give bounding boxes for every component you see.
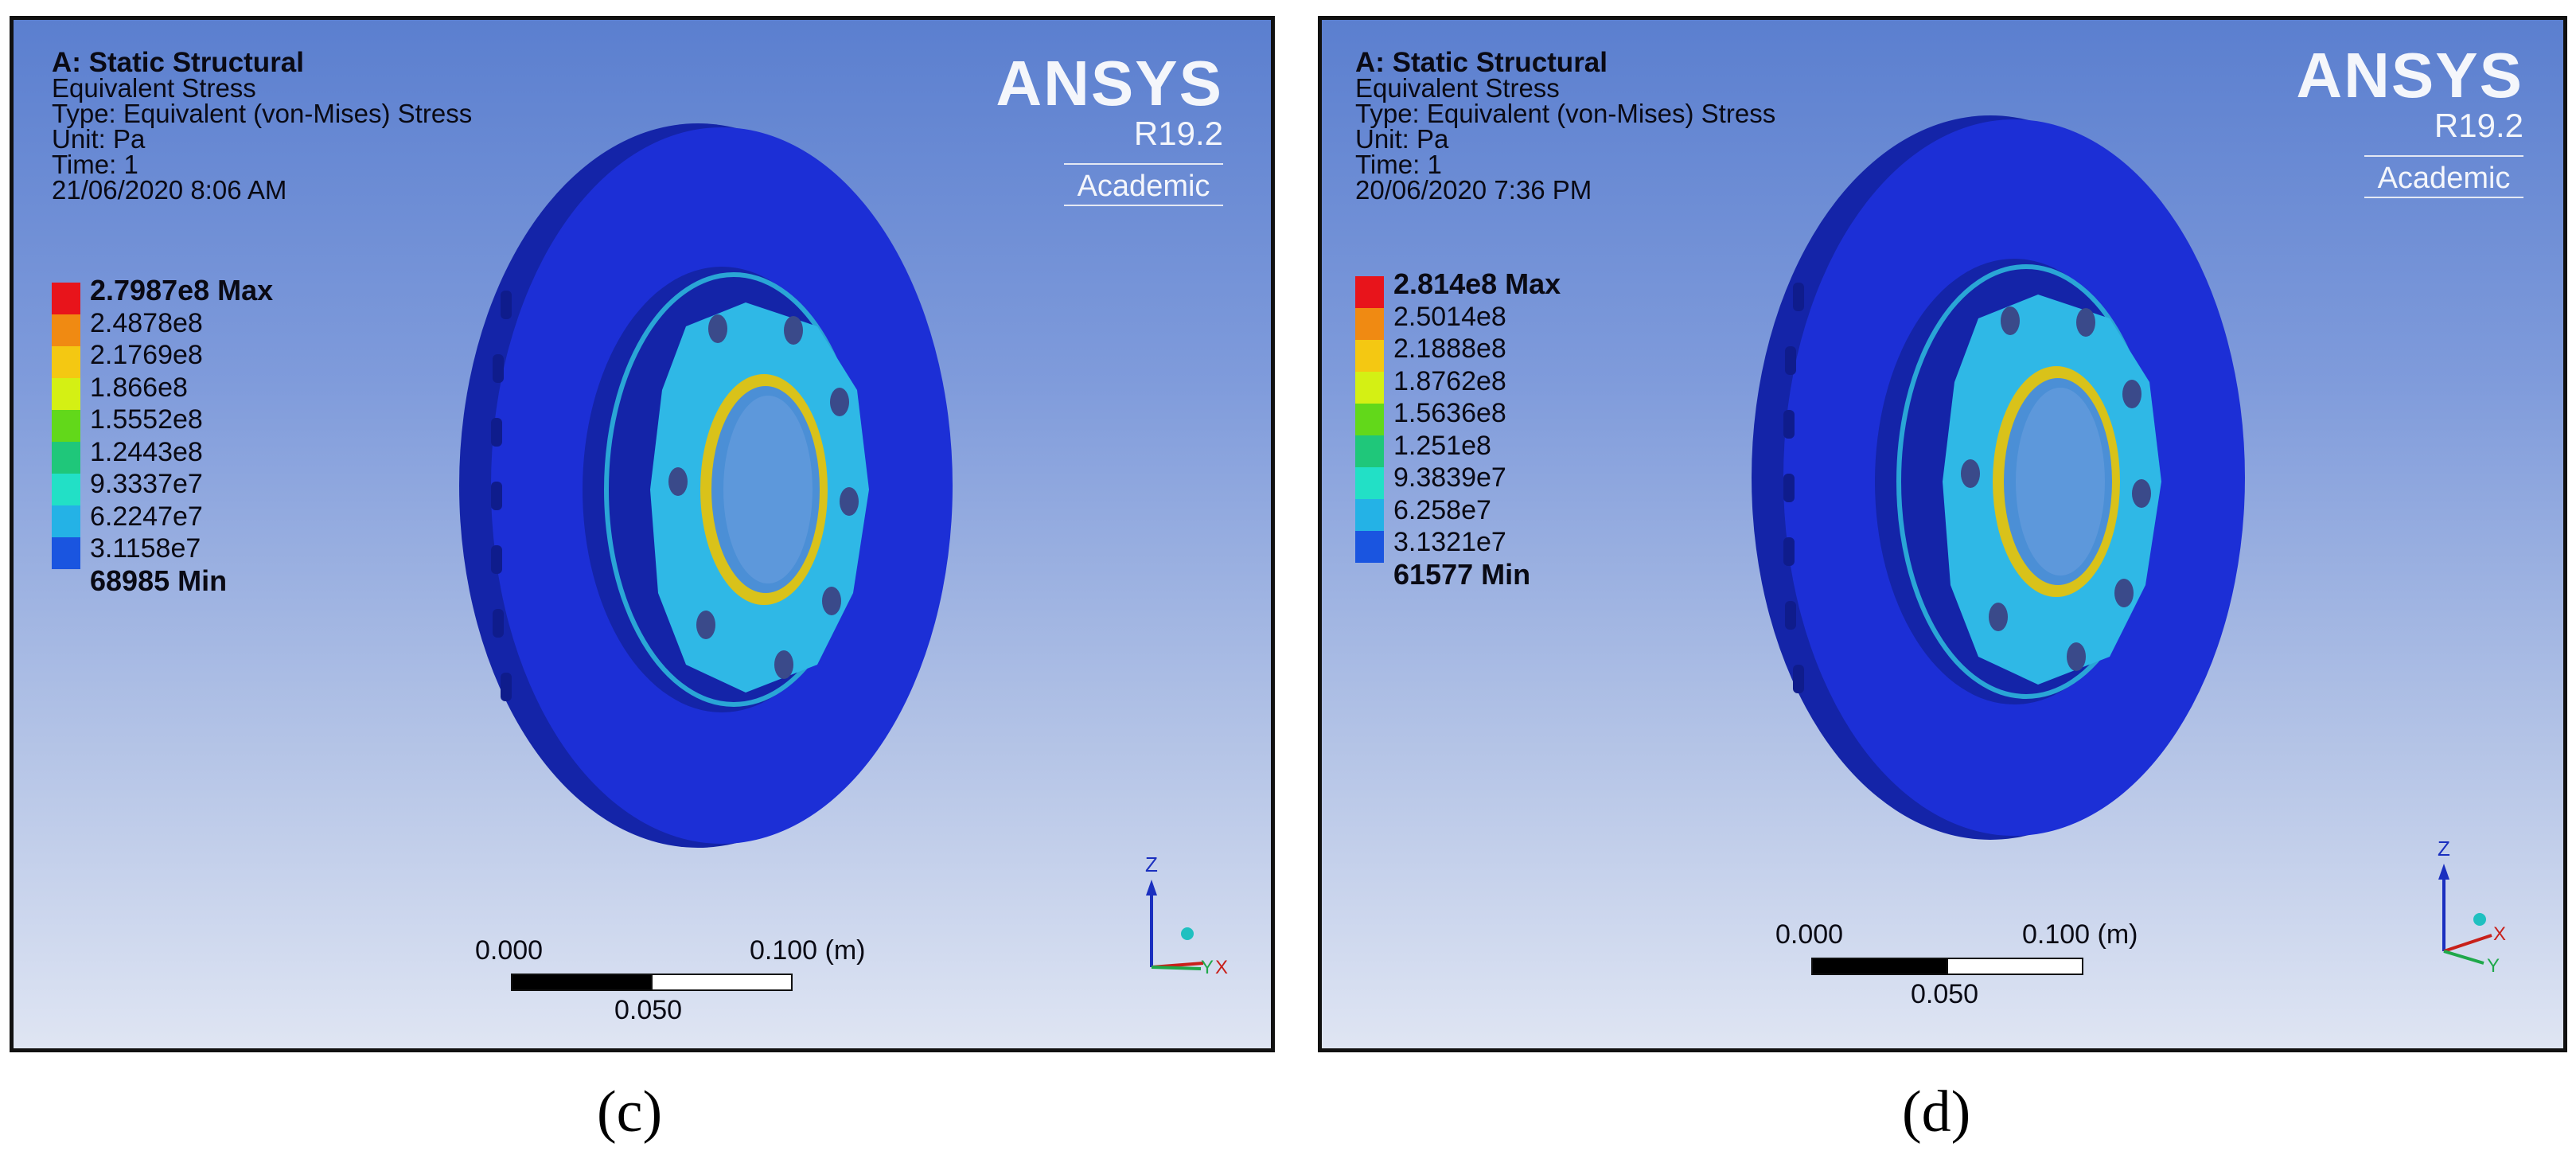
scale-white-segment bbox=[651, 974, 793, 991]
result-time: Time: 1 bbox=[1355, 150, 1442, 179]
legend-min-label: 61577 Min bbox=[1393, 557, 1531, 591]
result-unit: Unit: Pa bbox=[1355, 124, 1449, 154]
logo-version: R19.2 bbox=[1133, 115, 1223, 152]
legend-label: 1.5636e8 bbox=[1393, 398, 1506, 428]
legend-swatch bbox=[1355, 276, 1384, 308]
logo-version: R19.2 bbox=[2434, 107, 2523, 144]
legend-max-label: 2.7987e8 Max bbox=[90, 274, 274, 306]
legend-swatch bbox=[1355, 531, 1384, 563]
legend-label: 2.1888e8 bbox=[1393, 334, 1506, 364]
scale-end-label: 0.100 (m) bbox=[750, 935, 866, 966]
scale-start-label: 0.000 bbox=[1775, 919, 1844, 950]
legend-swatch bbox=[52, 378, 80, 410]
legend-swatch bbox=[1355, 340, 1384, 372]
legend-swatch bbox=[1355, 308, 1384, 340]
legend-label: 2.4878e8 bbox=[90, 307, 203, 338]
result-timestamp: 20/06/2020 7:36 PM bbox=[1355, 175, 1592, 205]
legend-label: 3.1321e7 bbox=[1393, 527, 1506, 557]
legend-swatch bbox=[52, 283, 80, 314]
scale-mid-label: 0.050 bbox=[1911, 979, 1979, 1009]
scale-white-segment bbox=[1947, 958, 2083, 975]
disc-vent-slots bbox=[491, 291, 512, 701]
legend-swatch bbox=[52, 537, 80, 569]
legend-min-label: 68985 Min bbox=[90, 564, 228, 597]
scale-black-segment bbox=[1811, 958, 1948, 975]
caption-c: (c) bbox=[597, 1079, 663, 1145]
legend-label: 2.1769e8 bbox=[90, 340, 203, 370]
legend-max-label: 2.814e8 Max bbox=[1393, 267, 1561, 300]
legend-label: 2.5014e8 bbox=[1393, 301, 1506, 332]
bolt-holes bbox=[1961, 306, 2151, 671]
axis-triad[interactable]: Z Y X bbox=[1128, 848, 1247, 991]
result-name: Equivalent Stress bbox=[52, 73, 256, 103]
legend-labels: 2.7987e8 Max 2.4878e8 2.1769e8 1.866e8 1… bbox=[90, 274, 392, 597]
result-unit: Unit: Pa bbox=[52, 124, 146, 154]
result-type: Type: Equivalent (von-Mises) Stress bbox=[52, 99, 473, 128]
result-time: Time: 1 bbox=[52, 150, 138, 179]
caption-d: (d) bbox=[1902, 1079, 1971, 1145]
legend-label: 3.1158e7 bbox=[90, 533, 201, 564]
axis-x-label: X bbox=[2493, 923, 2506, 945]
legend-swatch bbox=[52, 505, 80, 537]
logo-edition: Academic bbox=[1064, 163, 1223, 206]
legend-label: 6.258e7 bbox=[1393, 494, 1491, 525]
legend-swatch bbox=[52, 474, 80, 505]
logo-brand: ANSYS bbox=[2296, 40, 2523, 111]
analysis-title: A: Static Structural bbox=[1355, 47, 1608, 78]
result-timestamp: 21/06/2020 8:06 AM bbox=[52, 175, 287, 205]
legend-swatch bbox=[52, 346, 80, 378]
legend-swatch bbox=[1355, 372, 1384, 404]
axis-z-label: Z bbox=[2438, 837, 2450, 860]
axis-y-label: Y bbox=[1201, 957, 1214, 978]
legend-color-bar bbox=[1355, 276, 1384, 563]
bolt-holes bbox=[668, 314, 859, 679]
axis-y-label: Y bbox=[2487, 955, 2500, 975]
result-type: Type: Equivalent (von-Mises) Stress bbox=[1355, 99, 1776, 128]
axis-triad[interactable]: Z X Y bbox=[2420, 832, 2539, 975]
scale-ruler: 0.000 0.100 (m) 0.050 bbox=[467, 935, 866, 1031]
legend-label: 1.2443e8 bbox=[90, 436, 203, 467]
legend-label: 6.2247e7 bbox=[90, 501, 203, 532]
legend-label: 9.3839e7 bbox=[1393, 462, 1506, 493]
scale-start-label: 0.000 bbox=[475, 935, 544, 966]
ansys-logo: ANSYS R19.2 Academic bbox=[2296, 44, 2523, 198]
legend-swatch bbox=[1355, 435, 1384, 467]
result-info-block: A: Static Structural Equivalent Stress T… bbox=[52, 47, 473, 205]
result-viewport-d[interactable]: A: Static Structural Equivalent Stress T… bbox=[1318, 16, 2567, 1052]
axis-z-label: Z bbox=[1145, 853, 1158, 876]
legend-swatch bbox=[1355, 404, 1384, 435]
scale-end-label: 0.100 (m) bbox=[2022, 919, 2138, 950]
legend-labels: 2.814e8 Max 2.5014e8 2.1888e8 1.8762e8 1… bbox=[1393, 267, 1696, 591]
brake-disc-model[interactable] bbox=[1752, 107, 2277, 872]
axis-x-label: X bbox=[1215, 957, 1228, 978]
hub-bore-inner bbox=[2016, 388, 2105, 576]
analysis-title: A: Static Structural bbox=[52, 47, 304, 78]
legend-label: 1.5552e8 bbox=[90, 404, 203, 435]
legend-swatch bbox=[1355, 467, 1384, 499]
logo-edition: Academic bbox=[2364, 155, 2523, 198]
ansys-logo: ANSYS R19.2 Academic bbox=[996, 52, 1223, 206]
legend-swatch bbox=[1355, 499, 1384, 531]
result-name: Equivalent Stress bbox=[1355, 73, 1560, 103]
legend-label: 1.8762e8 bbox=[1393, 365, 1506, 396]
legend-color-bar bbox=[52, 283, 80, 569]
scale-ruler: 0.000 0.100 (m) 0.050 bbox=[1767, 919, 2138, 1015]
legend-label: 9.3337e7 bbox=[90, 469, 203, 499]
legend-swatch bbox=[52, 314, 80, 346]
legend-label: 1.251e8 bbox=[1393, 430, 1491, 461]
result-viewport-c[interactable]: A: Static Structural Equivalent Stress T… bbox=[10, 16, 1275, 1052]
brake-disc-model[interactable] bbox=[459, 115, 984, 880]
legend-swatch bbox=[52, 442, 80, 474]
scale-mid-label: 0.050 bbox=[614, 995, 683, 1025]
hub-bore-inner bbox=[723, 396, 813, 583]
logo-brand: ANSYS bbox=[996, 48, 1223, 119]
disc-vent-slots bbox=[1783, 283, 1804, 693]
legend-label: 1.866e8 bbox=[90, 372, 188, 403]
scale-black-segment bbox=[511, 974, 653, 991]
result-info-block: A: Static Structural Equivalent Stress T… bbox=[1355, 47, 1776, 205]
legend-swatch bbox=[52, 410, 80, 442]
